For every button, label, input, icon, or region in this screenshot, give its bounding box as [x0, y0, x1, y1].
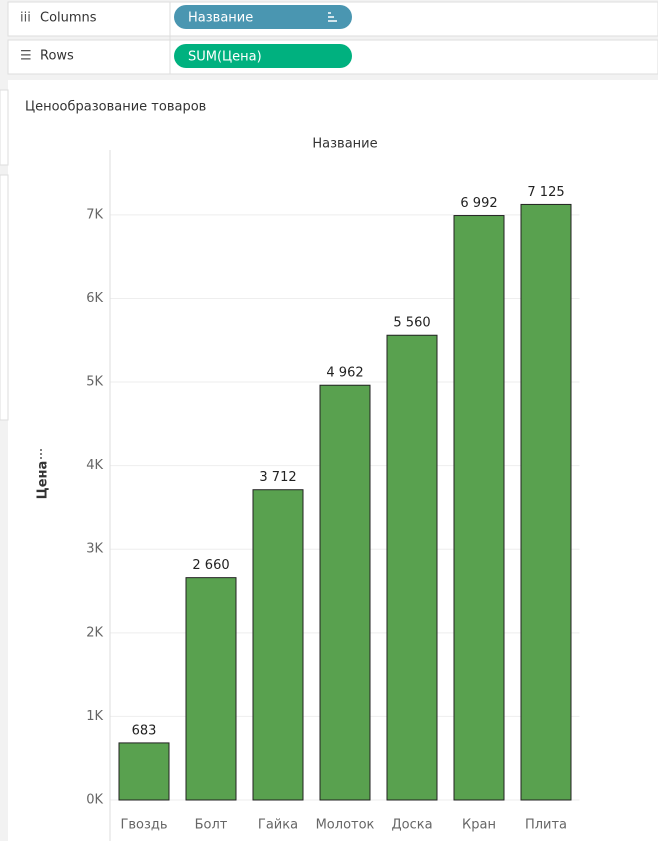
y-tick-label: 4K [86, 458, 103, 473]
rows-pill[interactable] [174, 44, 352, 68]
x-tick-label: Плита [525, 818, 567, 833]
x-tick-label: Кран [462, 818, 496, 833]
rows-label: Rows [40, 49, 74, 64]
x-tick-label: Гайка [258, 818, 298, 833]
bar [252, 489, 304, 801]
bar [118, 742, 170, 801]
value-label: 4 962 [326, 366, 363, 381]
y-tick-label: 5K [86, 375, 103, 390]
y-axis-label: Цена [36, 461, 51, 500]
x-tick-label: Болт [195, 818, 228, 833]
sort-icon [328, 12, 337, 22]
y-tick-label: 0K [86, 793, 103, 808]
value-label: 7 125 [527, 185, 564, 200]
value-label: 5 560 [393, 316, 430, 331]
x-header: Название [312, 137, 377, 152]
bar [185, 577, 237, 801]
columns-pill-text: Название [188, 11, 253, 26]
bar [386, 334, 438, 801]
value-label: 6 992 [460, 196, 497, 211]
columns-label: Columns [40, 11, 97, 26]
left-card [0, 89, 9, 166]
value-label: 3 712 [259, 470, 296, 485]
left-pane [0, 80, 8, 841]
bar [453, 215, 505, 801]
columns-pill[interactable] [174, 5, 352, 29]
x-tick-label: Гвоздь [120, 818, 167, 833]
y-tick-label: 7K [86, 207, 103, 222]
rows-pill-text: SUM(Цена) [188, 50, 262, 65]
y-tick-label: 2K [86, 625, 103, 640]
y-tick-label: 1K [86, 709, 103, 724]
x-tick-label: Доска [391, 818, 432, 833]
x-tick-label: Молоток [316, 818, 375, 833]
y-tick-label: 6K [86, 291, 103, 306]
y-tick-label: 3K [86, 542, 103, 557]
left-card [0, 174, 9, 421]
rows-icon: ☰ [20, 49, 32, 64]
columns-icon: iii [20, 11, 31, 26]
value-label: 2 660 [192, 558, 229, 573]
bar [520, 203, 572, 801]
chart-title: Ценообразование товаров [25, 100, 206, 115]
bar [319, 384, 371, 801]
value-label: 683 [132, 723, 157, 738]
